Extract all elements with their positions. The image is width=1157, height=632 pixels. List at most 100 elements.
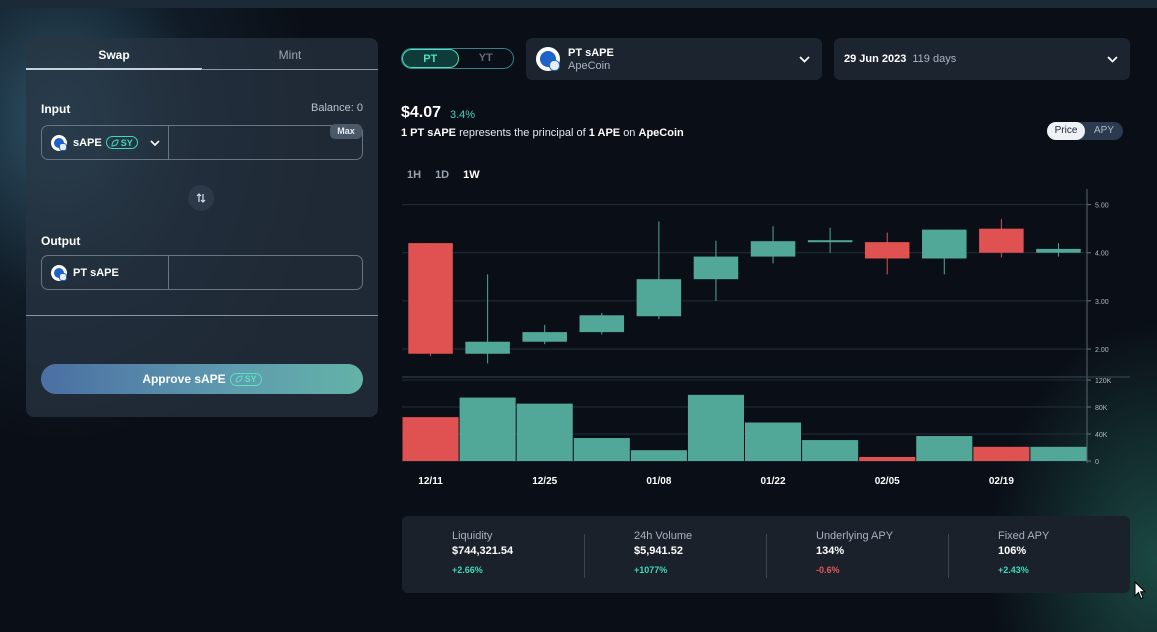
stat-value: $5,941.52 [634,544,683,557]
sape-token-icon [51,134,67,151]
top-bar [0,0,1157,8]
timeframe-selector: 1H 1D 1W [404,168,483,182]
stat-fixed-apy: Fixed APY 106% +2.43% [948,530,1130,580]
balance-text: Balance: 0 [311,102,363,114]
price-tick-label: 4.00 [1095,251,1109,258]
chevron-down-icon [150,139,160,146]
desc-ape: 1 APE [588,127,621,139]
volume-bar [916,436,973,461]
sy-badge-label: SY [244,374,257,384]
mouse-cursor-icon [1134,581,1146,600]
volume-bar [745,422,802,461]
stat-value: 106% [998,544,1027,557]
chevron-down-icon [799,55,810,63]
volume-bar [802,440,859,461]
maturity-date: 29 Jun 2023 [844,53,907,65]
input-label: Input [41,102,71,116]
asset-description: 1 PT sAPE represents the principal of 1 … [401,127,684,139]
apy-view-button[interactable]: APY [1093,125,1114,136]
stat-value: $744,321.54 [452,544,514,557]
stat-label: 24h Volume [634,529,693,542]
desc-text: represents the principal of [459,127,586,139]
output-amount-field[interactable] [169,256,362,289]
max-button[interactable]: Max [330,124,362,139]
stat-change: +2.43% [998,564,1029,575]
desc-on: on [623,127,636,139]
candle-body [807,240,853,243]
switch-direction-button[interactable] [188,185,214,211]
price-tick-label: 2.00 [1095,347,1109,354]
chevron-down-icon [1107,55,1118,63]
desc-pt: 1 PT sAPE [401,127,457,139]
candle-body [408,243,453,354]
volume-bar [1030,446,1087,461]
yt-toggle-button[interactable]: YT [478,52,493,64]
x-axis-label: 12/25 [532,476,557,487]
stat-change: +1077% [634,564,668,575]
sy-badge: SY [105,136,138,149]
candle-body [1036,248,1081,253]
market-select[interactable]: PT sAPE ApeCoin [526,38,822,80]
stat-label: Underlying APY [816,529,894,542]
price-apy-toggle: Price APY [1047,122,1123,140]
candlestick-chart-svg: 5.00 4.00 3.00 2.00 120K 80K 40K 0 12/11 12/25 01/… [402,189,1130,487]
stat-change: -0.6% [816,564,840,575]
candle-body [864,242,910,259]
input-amount-field[interactable] [169,126,362,159]
stat-underlying-apy: Underlying APY 134% -0.6% [766,530,948,580]
volume-bar [459,397,516,461]
maturity-select[interactable]: 29 Jun 2023 119 days [834,38,1130,80]
x-axis-label: 12/11 [418,476,443,487]
current-price: $4.07 [401,104,442,121]
swap-tabs: Swap Mint [26,38,378,70]
x-axis-label: 01/08 [646,476,671,487]
price-change: 3.4% [450,109,476,121]
volume-bar [573,438,630,461]
timeframe-1h[interactable]: 1H [407,169,422,181]
swap-arrows-icon [196,193,206,203]
stat-change: +2.66% [452,564,483,575]
price-tick-label: 5.00 [1095,203,1109,210]
candle-body [522,332,567,342]
price-view-button[interactable]: Price [1047,122,1085,140]
output-token-box: PT sAPE [41,255,363,290]
output-token: PT sAPE [42,256,169,289]
volume-bar [516,403,573,461]
approve-button[interactable]: Approve sAPE SY [41,364,363,394]
output-label: Output [41,234,81,248]
volume-tick-label: 0 [1095,459,1099,466]
input-token-select[interactable]: sAPE SY [42,126,169,159]
stat-value: 134% [816,544,845,557]
x-axis-label: 02/19 [989,476,1014,487]
volume-bar [687,394,744,461]
volume-bar [973,446,1030,461]
tab-mint[interactable]: Mint [278,48,302,62]
maturity-days: 119 days [912,53,957,65]
candle-body [922,229,967,259]
volume-bar [402,417,459,461]
desc-protocol: ApeCoin [638,127,684,139]
stat-liquidity: Liquidity $744,321.54 +2.66% [402,530,584,580]
timeframe-1w[interactable]: 1W [463,169,480,181]
leaf-icon [111,138,119,147]
market-stats: Liquidity $744,321.54 +2.66% 24h Volume … [402,516,1130,593]
pt-toggle-button[interactable]: PT [402,49,459,68]
pt-sape-token-icon [51,264,67,281]
leaf-icon [235,375,243,383]
volume-tick-label: 40K [1095,432,1108,439]
candle-body [579,315,625,333]
input-token-box: sAPE SY Max [41,124,363,160]
pt-yt-toggle: PT YT [401,48,514,69]
divider [26,315,378,316]
candle-body [979,228,1024,253]
market-name: PT sAPE [568,46,614,59]
input-token-name: sAPE [73,136,102,149]
candle-body [636,279,682,317]
candle-body [750,241,796,257]
price-chart: 5.00 4.00 3.00 2.00 120K 80K 40K 0 12/11 12/25 01/… [395,185,1135,500]
candle-body [693,256,739,280]
tab-swap[interactable]: Swap [26,38,202,70]
volume-tick-label: 120K [1095,378,1112,385]
ape-market-icon [536,47,560,71]
timeframe-1d[interactable]: 1D [435,169,450,181]
